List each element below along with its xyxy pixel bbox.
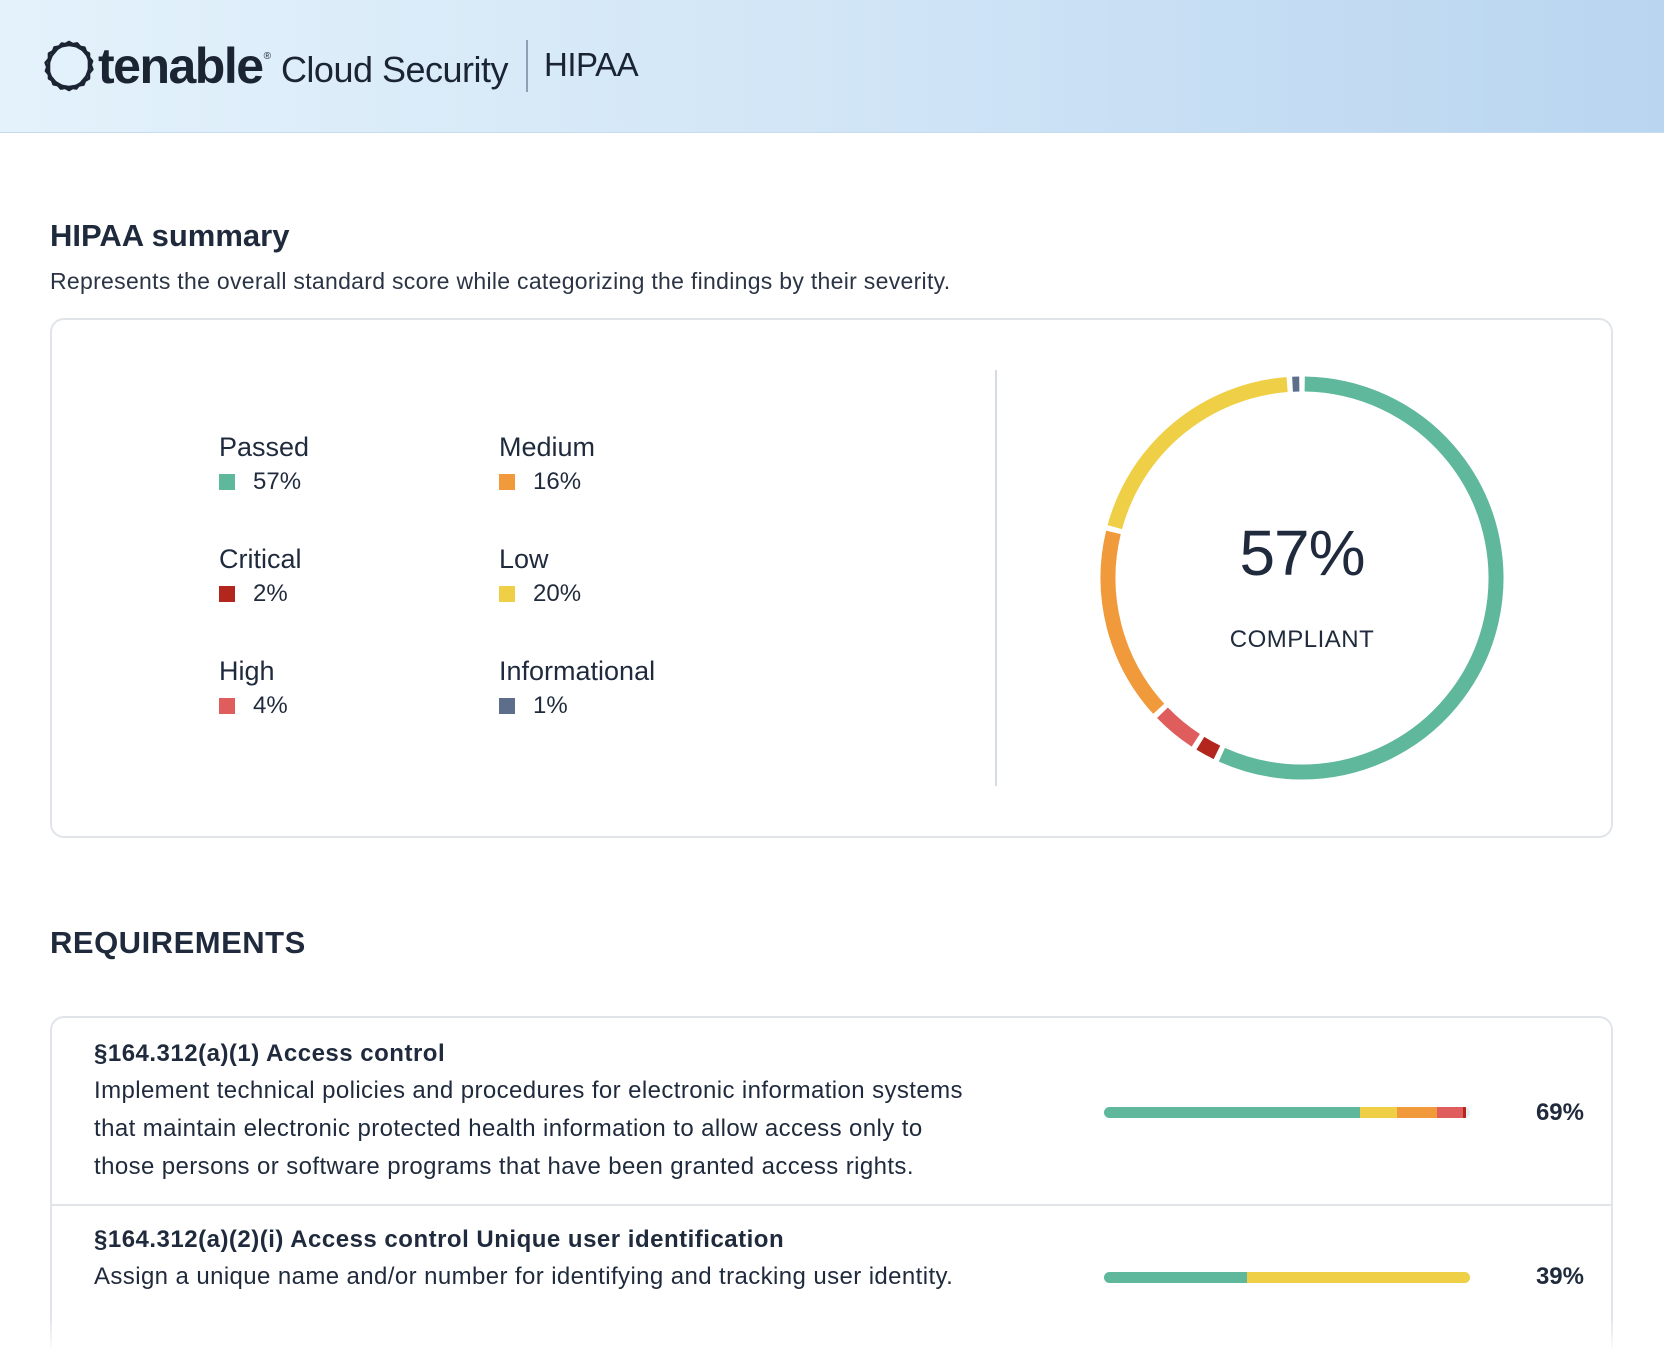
legend-value: 4% xyxy=(253,692,288,719)
legend-swatch xyxy=(499,698,515,714)
bar-segment-passed xyxy=(1104,1272,1247,1283)
legend-value: 2% xyxy=(253,580,288,607)
legend-value: 20% xyxy=(533,580,582,607)
summary-subtitle: Represents the overall standard score wh… xyxy=(50,268,951,294)
legend-item-medium: Medium 16% xyxy=(499,430,739,516)
legend-item-high: High 4% xyxy=(219,654,499,740)
brand-name: tenable xyxy=(98,38,264,94)
legend-label: High xyxy=(219,656,275,686)
legend-swatch xyxy=(219,698,235,714)
legend-label: Passed xyxy=(219,432,310,462)
header-divider xyxy=(526,40,529,92)
description-line: Implement technical policies and procedu… xyxy=(94,1077,963,1104)
donut-slice-critical xyxy=(1196,736,1221,760)
bar-segment-passed xyxy=(1104,1107,1361,1118)
bar-segment-critical xyxy=(1462,1107,1467,1118)
legend-swatch xyxy=(219,474,235,490)
requirement-score-bar xyxy=(1104,1107,1470,1118)
legend-label: Low xyxy=(499,544,549,574)
bar-segment-low xyxy=(1360,1107,1397,1118)
report-header: tenable ® Cloud Security HIPAA xyxy=(0,0,1664,133)
donut-slice-high xyxy=(1157,707,1201,747)
description-line: those persons or software programs that … xyxy=(94,1153,914,1180)
requirement-description: Implement technical policies and procedu… xyxy=(94,1072,1094,1186)
donut-slice-low xyxy=(1107,377,1288,530)
legend-value: 16% xyxy=(533,468,582,495)
legend-item-low: Low 20% xyxy=(499,542,739,628)
description-line: Assign a unique name and/or number for i… xyxy=(94,1263,954,1290)
report-name: HIPAA xyxy=(544,46,639,83)
bar-segment-medium xyxy=(1396,1107,1438,1118)
legend-swatch xyxy=(219,586,235,602)
requirement-score-bar xyxy=(1104,1272,1470,1283)
hexagon-logo-icon xyxy=(44,40,94,92)
registered-mark: ® xyxy=(263,51,271,62)
page-fade xyxy=(0,1318,1664,1348)
description-line: that maintain electronic protected healt… xyxy=(94,1115,923,1142)
requirement-name: §164.312(a)(2)(i) Access control Unique … xyxy=(94,1226,785,1253)
legend-item-critical: Critical 2% xyxy=(219,542,499,628)
donut-slice-medium xyxy=(1100,530,1165,714)
requirement-row[interactable]: §164.312(a)(2)(i) Access control Unique … xyxy=(52,1204,1611,1348)
donut-svg xyxy=(1100,376,1504,780)
requirements-list: §164.312(a)(1) Access control Implement … xyxy=(50,1016,1613,1348)
donut-slice-passed xyxy=(1218,376,1504,780)
legend-item-passed: Passed 57% xyxy=(219,430,499,516)
compliance-donut-chart: 57% COMPLIANT xyxy=(1092,368,1512,788)
requirement-description: Assign a unique name and/or number for i… xyxy=(94,1258,1094,1296)
bar-segment-low xyxy=(1246,1272,1470,1283)
requirement-row[interactable]: §164.312(a)(1) Access control Implement … xyxy=(52,1018,1611,1204)
severity-legend: Passed 57% Medium 16% Critical 2% Low 20… xyxy=(219,430,739,740)
requirement-name: §164.312(a)(1) Access control xyxy=(94,1040,446,1067)
product-name: Cloud Security xyxy=(280,49,509,90)
compliance-score: 57% xyxy=(1239,517,1365,589)
bar-segment-high xyxy=(1437,1107,1463,1118)
requirement-score: 69% xyxy=(1535,1099,1584,1126)
legend-label: Critical xyxy=(219,544,302,574)
legend-value: 1% xyxy=(533,692,568,719)
legend-label: Informational xyxy=(499,656,656,686)
legend-swatch xyxy=(499,474,515,490)
compliance-caption: COMPLIANT xyxy=(1229,626,1375,653)
legend-label: Medium xyxy=(499,432,596,462)
requirements-title: REQUIREMENTS xyxy=(50,925,306,960)
summary-divider xyxy=(995,370,997,786)
summary-card: Passed 57% Medium 16% Critical 2% Low 20… xyxy=(50,318,1613,838)
tenable-logo: tenable ® Cloud Security xyxy=(42,38,509,94)
summary-title: HIPAA summary xyxy=(50,218,290,253)
requirement-score: 39% xyxy=(1535,1263,1584,1290)
legend-swatch xyxy=(499,586,515,602)
legend-item-informational: Informational 1% xyxy=(499,654,739,740)
legend-value: 57% xyxy=(253,468,302,495)
